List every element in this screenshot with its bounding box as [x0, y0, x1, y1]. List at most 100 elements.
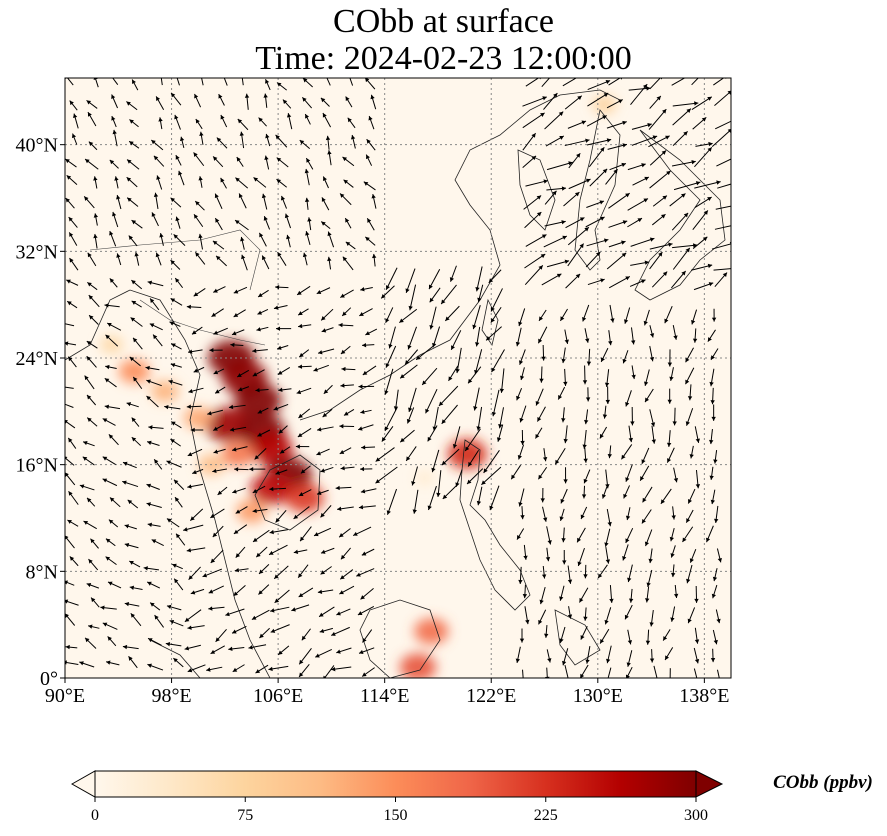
wind-arrow	[643, 309, 650, 326]
wind-arrow	[79, 661, 95, 668]
wind-arrow	[297, 364, 312, 369]
colorbar-tick-label: 0	[91, 807, 99, 824]
wind-arrow	[313, 364, 329, 372]
wind-arrow	[237, 118, 249, 131]
wind-arrow	[339, 193, 352, 206]
wind-arrow	[544, 190, 557, 205]
wind-arrow	[559, 585, 565, 601]
wind-arrow	[384, 407, 398, 432]
wind-arrow	[436, 470, 442, 497]
wind-arrow	[252, 369, 265, 377]
wind-arrow	[71, 133, 78, 145]
wind-arrow	[213, 424, 224, 431]
wind-arrow	[213, 448, 226, 454]
wind-arrow	[518, 566, 523, 584]
wind-arrow	[432, 326, 441, 348]
wind-arrow	[604, 369, 610, 387]
lon-tick-label: 90°E	[45, 685, 85, 707]
wind-arrow	[649, 170, 671, 189]
wind-arrow	[542, 448, 548, 462]
wind-arrow	[685, 347, 694, 363]
wind-arrow	[257, 429, 271, 437]
wind-arrow	[335, 485, 352, 491]
wind-arrow	[86, 417, 98, 427]
wind-arrow	[693, 282, 714, 291]
wind-arrow	[232, 487, 246, 494]
wind-arrow	[649, 409, 656, 427]
wind-arrow	[186, 404, 202, 409]
wind-arrow	[515, 646, 521, 663]
wind-arrow	[301, 96, 313, 109]
wind-arrow	[235, 506, 248, 514]
wind-arrow	[670, 545, 676, 558]
wind-arrow	[299, 139, 311, 149]
wind-arrow	[411, 466, 418, 486]
wind-arrow	[187, 483, 203, 489]
wind-arrow	[214, 217, 223, 231]
wind-arrow	[586, 200, 605, 208]
wind-arrow	[641, 509, 652, 524]
wind-arrow	[170, 363, 182, 368]
wind-arrow	[146, 379, 162, 387]
wind-arrow	[540, 488, 545, 503]
wind-arrow	[516, 528, 525, 540]
wind-arrow	[630, 83, 648, 105]
wind-arrow	[691, 309, 698, 325]
wind-arrow	[214, 193, 223, 210]
wind-arrow	[714, 90, 731, 107]
colorbar-extend-low	[70, 770, 96, 798]
wind-arrow	[583, 564, 588, 579]
wind-arrow	[212, 240, 225, 250]
wind-arrow	[155, 96, 165, 111]
wind-arrow	[541, 345, 546, 361]
wind-arrow	[193, 152, 205, 167]
wind-arrow	[660, 488, 672, 505]
wind-arrow	[257, 407, 269, 414]
wind-arrow	[345, 96, 353, 108]
wind-arrow	[582, 429, 587, 449]
wind-arrow	[715, 120, 731, 130]
wind-arrow	[599, 628, 610, 644]
wind-arrow	[90, 597, 100, 608]
wind-arrow	[365, 154, 373, 166]
wind-arrow	[691, 96, 713, 111]
wind-arrow	[173, 657, 184, 668]
wind-arrow	[483, 450, 500, 474]
wind-arrow	[67, 356, 77, 368]
wind-arrow	[86, 99, 98, 109]
wind-arrow	[643, 369, 650, 386]
wind-arrow	[342, 156, 355, 167]
colorbar-label: CObb (ppbv)	[773, 772, 873, 793]
wind-arrow	[132, 376, 143, 390]
cobb-hotspot	[118, 359, 150, 384]
wind-arrow	[649, 325, 655, 338]
map-panel[interactable]: 90°E 98°E 106°E 114°E 122°E 130°E 138°E 0° 8°N 1…	[16, 69, 741, 707]
wind-arrow	[192, 468, 204, 475]
wind-arrow	[692, 117, 707, 130]
wind-arrow	[86, 582, 100, 589]
wind-arrow	[304, 197, 310, 210]
wind-arrow	[412, 489, 419, 514]
wind-arrow	[217, 486, 228, 496]
wind-arrow	[519, 628, 525, 643]
wind-arrow	[68, 232, 78, 246]
wind-arrow	[108, 434, 119, 446]
wind-arrow	[557, 386, 566, 400]
wind-arrow	[65, 158, 77, 168]
wind-arrow	[320, 505, 332, 518]
lon-tick-label: 130°E	[573, 685, 623, 707]
wind-arrow	[128, 235, 138, 247]
wind-arrow	[343, 179, 354, 188]
wind-arrow	[82, 440, 95, 447]
wind-arrow	[687, 607, 696, 624]
wind-arrow	[588, 146, 605, 168]
wind-arrow	[321, 327, 334, 333]
wind-arrow	[357, 605, 375, 616]
wind-arrow	[228, 646, 245, 652]
wind-arrow	[258, 117, 267, 127]
wind-arrow	[275, 469, 288, 475]
wind-arrow	[667, 388, 672, 404]
wind-arrow	[79, 484, 95, 491]
wind-arrow	[563, 425, 568, 444]
wind-arrow	[691, 78, 699, 86]
